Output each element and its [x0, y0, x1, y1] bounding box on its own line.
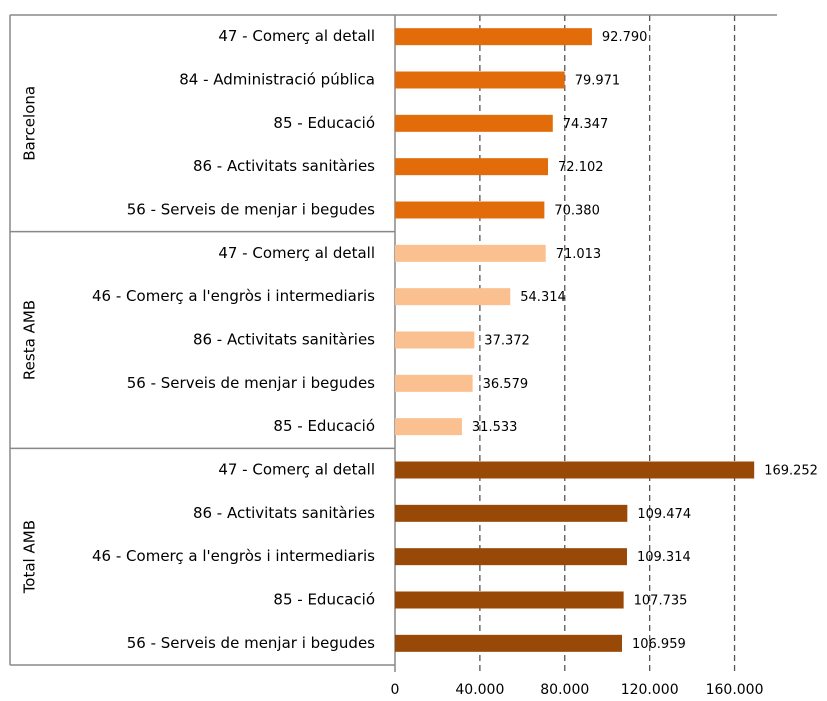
- group-label: Resta AMB: [21, 300, 39, 380]
- x-tick-label: 40.000: [455, 682, 504, 698]
- category-label: 47 - Comerç al detall: [218, 461, 375, 479]
- bar: [395, 374, 473, 392]
- value-label: 109.474: [637, 507, 691, 522]
- x-tick-label: 0: [391, 682, 400, 698]
- group-label: Barcelona: [21, 86, 39, 161]
- x-tick-label: 120.000: [621, 682, 679, 698]
- value-label: 79.971: [575, 74, 621, 89]
- x-tick-label: 80.000: [540, 682, 589, 698]
- category-label: 47 - Comerç al detall: [218, 27, 375, 45]
- bar: [395, 201, 545, 219]
- bar: [395, 504, 628, 522]
- category-label: 86 - Activitats sanitàries: [193, 157, 375, 175]
- bar: [395, 114, 553, 132]
- category-label: 47 - Comerç al detall: [218, 244, 375, 262]
- category-label: 85 - Educació: [273, 591, 375, 609]
- value-label: 109.314: [637, 550, 691, 565]
- category-label: 46 - Comerç a l'engròs i intermediaris: [92, 547, 375, 565]
- bar: [395, 591, 624, 609]
- value-label: 74.347: [563, 117, 609, 132]
- bar: [395, 634, 622, 652]
- category-label: 85 - Educació: [273, 417, 375, 435]
- category-label: 84 - Administració pública: [179, 71, 375, 89]
- bar: [395, 288, 511, 306]
- category-label: 56 - Serveis de menjar i begudes: [127, 634, 375, 652]
- category-label: 56 - Serveis de menjar i begudes: [127, 374, 375, 392]
- category-label: 86 - Activitats sanitàries: [193, 331, 375, 349]
- bar: [395, 71, 565, 89]
- value-label: 72.102: [558, 160, 604, 175]
- value-label: 31.533: [472, 420, 518, 435]
- bar: [395, 331, 475, 349]
- value-label: 92.790: [602, 30, 648, 45]
- bar: [395, 158, 549, 176]
- value-label: 54.314: [520, 290, 566, 305]
- category-label: 56 - Serveis de menjar i begudes: [127, 201, 375, 219]
- category-label: 86 - Activitats sanitàries: [193, 504, 375, 522]
- value-label: 37.372: [484, 334, 529, 349]
- bar: [395, 244, 546, 262]
- value-label: 169.252: [764, 464, 818, 479]
- value-label: 107.735: [634, 594, 688, 609]
- x-tick-label: 160.000: [706, 682, 764, 698]
- bar: [395, 548, 627, 566]
- value-label: 36.579: [483, 377, 529, 392]
- bar: [395, 28, 592, 46]
- category-label: 85 - Educació: [273, 114, 375, 132]
- category-label: 46 - Comerç a l'engròs i intermediaris: [92, 287, 375, 305]
- value-label: 71.013: [556, 247, 602, 262]
- bar: [395, 461, 755, 479]
- bar: [395, 418, 462, 436]
- value-label: 70.380: [554, 204, 600, 219]
- value-label: 106.959: [632, 637, 686, 652]
- group-label: Total AMB: [21, 520, 39, 594]
